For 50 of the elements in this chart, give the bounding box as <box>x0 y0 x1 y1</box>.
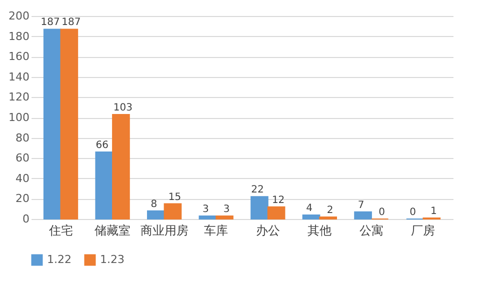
y-tick-label: 40 <box>16 172 30 185</box>
bar <box>60 28 78 220</box>
bar <box>164 203 182 220</box>
x-tick-label: 办公 <box>256 224 280 238</box>
data-label: 187 <box>62 17 81 28</box>
data-label: 7 <box>358 200 364 211</box>
data-label: 0 <box>378 207 386 218</box>
x-tick-label: 车库 <box>204 224 228 238</box>
x-tick-label: 公寓 <box>359 224 384 238</box>
data-label: 0 <box>410 207 416 218</box>
y-tick-label: 20 <box>16 192 30 206</box>
x-tick-label: 储藏室 <box>94 224 131 238</box>
data-label: 1 <box>430 206 437 217</box>
data-label: 2 <box>326 204 334 216</box>
bar <box>319 216 337 220</box>
y-tick-label: 160 <box>8 50 30 64</box>
x-tick-label: 厂房 <box>411 224 436 238</box>
data-label: 12 <box>272 194 285 206</box>
bar <box>112 114 130 220</box>
data-label: 4 <box>306 202 312 214</box>
y-tick-label: 120 <box>8 90 30 104</box>
data-label: 15 <box>168 192 182 203</box>
data-label: 3 <box>223 204 230 215</box>
data-label: 187 <box>40 17 60 28</box>
y-tick-label: 100 <box>8 111 30 124</box>
bar <box>250 196 268 220</box>
bar <box>302 214 320 220</box>
legend-label: 1.22 <box>47 253 72 266</box>
x-tick-label: 其他 <box>308 224 332 238</box>
data-label: 22 <box>251 184 264 196</box>
x-tick-label: 商业用房 <box>140 224 188 238</box>
bar <box>43 28 62 220</box>
legend-label: 1.23 <box>100 253 124 266</box>
y-tick-label: 200 <box>8 10 30 22</box>
y-tick-label: 140 <box>8 70 30 84</box>
data-label: 8 <box>150 198 158 210</box>
data-label: 66 <box>96 140 109 152</box>
data-label: 3 <box>202 204 209 215</box>
bar <box>354 211 372 220</box>
bar <box>267 206 286 220</box>
data-label: 103 <box>113 102 133 114</box>
y-tick-label: 80 <box>16 131 30 144</box>
y-tick-label: 60 <box>16 152 30 165</box>
y-tick-label: 180 <box>8 30 30 43</box>
bar <box>216 215 234 220</box>
x-tick-label: 住宅 <box>48 224 73 238</box>
bar <box>147 210 165 220</box>
bar <box>198 215 217 220</box>
bar <box>95 152 114 220</box>
y-tick-label: 0 <box>22 212 30 226</box>
